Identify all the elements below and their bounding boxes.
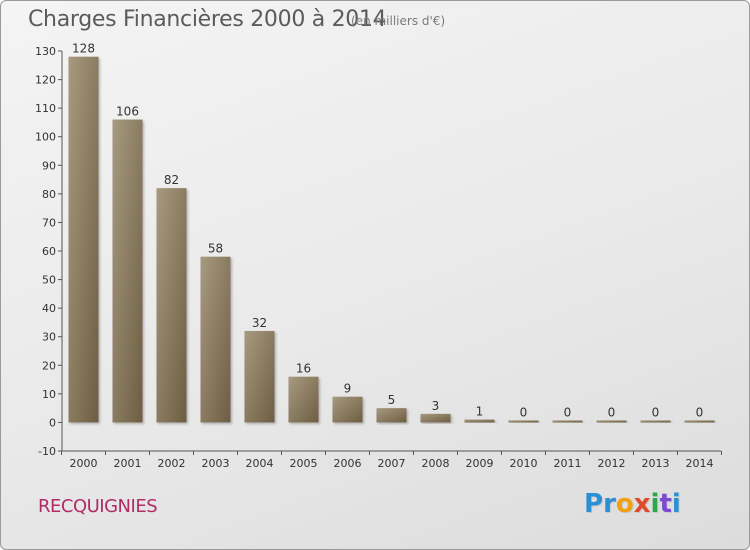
bar-2007	[376, 408, 407, 423]
data-label-2002: 82	[164, 173, 179, 187]
data-label-2011: 0	[564, 405, 572, 419]
commune-name: RECQUIGNIES	[38, 496, 158, 517]
logo-letter: o	[615, 489, 634, 519]
data-label-2009: 1	[476, 405, 484, 419]
bar-2005	[288, 376, 319, 423]
x-tick-label: 2000	[70, 457, 98, 470]
y-tick-label: 0	[49, 416, 56, 429]
x-tick-label: 2007	[378, 457, 406, 470]
logo-letter: P	[584, 489, 604, 519]
x-tick-label: 2010	[510, 457, 538, 470]
bar-2003	[200, 256, 231, 423]
chart-title: Charges Financières 2000 à 2014	[28, 7, 387, 32]
bar-2006	[332, 396, 363, 423]
bar-2011	[552, 420, 583, 423]
y-tick-label: 60	[42, 245, 56, 258]
y-tick-label: 30	[42, 331, 56, 344]
x-tick-label: 2004	[246, 457, 274, 470]
x-tick-label: 2003	[202, 457, 230, 470]
x-tick-label: 2013	[642, 457, 670, 470]
bar-2000	[68, 56, 99, 423]
x-tick-label: 2012	[598, 457, 626, 470]
data-label-2000: 128	[72, 42, 95, 56]
data-label-2008: 3	[432, 399, 440, 413]
bar-2002	[156, 188, 187, 423]
bar-2001	[112, 119, 143, 423]
x-tick-label: 2008	[422, 457, 450, 470]
logo-letter: i	[671, 489, 681, 519]
x-axis: 2000 2001 2002 2003 2004 2005 2006 2007 2008 2009…	[61, 450, 722, 470]
y-axis: -10 0 10 20 30 40 50 60 70 80 90 100 110 120 130	[35, 45, 63, 458]
data-label-2005: 16	[296, 362, 311, 376]
data-label-2014: 0	[696, 405, 704, 419]
y-tick-label: 110	[35, 102, 56, 115]
y-tick-label: -10	[38, 445, 56, 458]
x-tick-label: 2006	[334, 457, 362, 470]
x-tick-label: 2005	[290, 457, 318, 470]
bar-2010	[508, 420, 539, 423]
x-tick-label: 2014	[686, 457, 714, 470]
x-tick-label: 2001	[114, 457, 142, 470]
bar-2012	[596, 420, 627, 423]
proxiti-logo[interactable]: Proxiti	[584, 489, 681, 523]
y-tick-label: 90	[42, 159, 56, 172]
logo-letter: x	[633, 489, 651, 519]
y-tick-label: 120	[35, 74, 56, 87]
x-tick-label: 2009	[466, 457, 494, 470]
data-label-2007: 5	[388, 393, 396, 407]
logo-letter: i	[650, 489, 660, 519]
data-labels: 128 106 82 58 32 16 9 5 3 1 0 0 0 0 0	[72, 42, 703, 420]
data-label-2012: 0	[608, 405, 616, 419]
bar-2009	[464, 419, 495, 423]
y-tick-label: 70	[42, 216, 56, 229]
bar-2004	[244, 331, 275, 423]
chart-subtitle: (en milliers d'€)	[351, 14, 446, 28]
bar-2014	[684, 420, 715, 423]
data-label-2013: 0	[652, 405, 660, 419]
y-tick-label: 80	[42, 188, 56, 201]
y-tick-label: 10	[42, 388, 56, 401]
x-tick-label: 2011	[554, 457, 582, 470]
y-tick-label: 40	[42, 302, 56, 315]
data-label-2003: 58	[208, 242, 223, 256]
logo-letter: t	[659, 489, 672, 519]
bars	[68, 56, 715, 423]
data-label-2010: 0	[520, 405, 528, 419]
logo-letter: r	[603, 489, 616, 519]
y-tick-label: 50	[42, 274, 56, 287]
y-tick-label: 130	[35, 45, 56, 58]
data-label-2004: 32	[252, 316, 267, 330]
data-label-2006: 9	[344, 382, 352, 396]
data-label-2001: 106	[116, 105, 139, 119]
y-tick-label: 20	[42, 359, 56, 372]
bar-2008	[420, 413, 451, 423]
x-tick-label: 2002	[158, 457, 186, 470]
bar-2013	[640, 420, 671, 423]
y-tick-label: 100	[35, 131, 56, 144]
